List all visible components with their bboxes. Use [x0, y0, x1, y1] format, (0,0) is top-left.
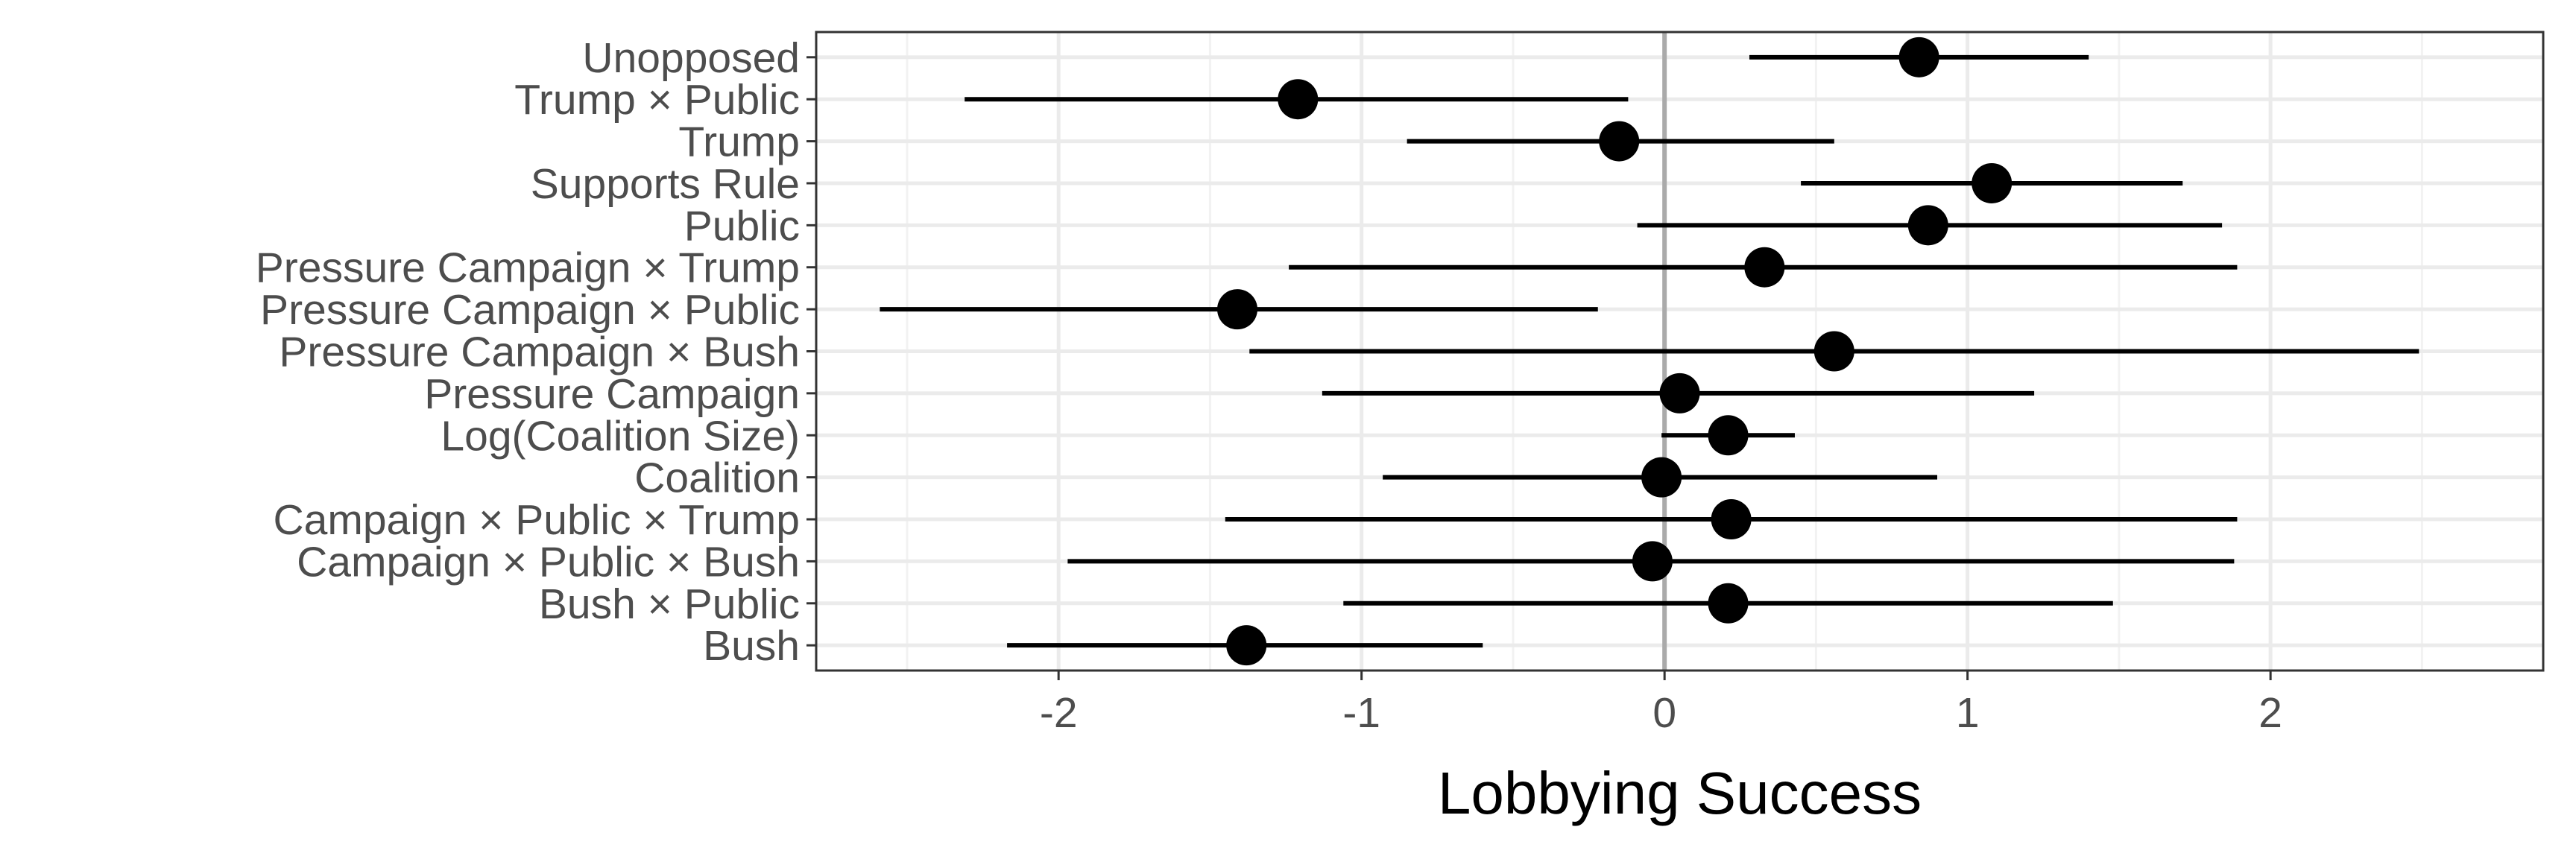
- point-estimate: [1226, 625, 1267, 666]
- y-tick-label: Bush: [703, 622, 800, 670]
- y-tick-label: Public: [684, 202, 800, 250]
- point-estimate: [1217, 289, 1258, 330]
- point-estimate: [1632, 541, 1673, 582]
- x-tick-layer: -2 -1 0 1 2: [1040, 671, 2282, 737]
- point-estimate: [1898, 37, 1939, 77]
- x-tick-label: -2: [1040, 689, 1078, 737]
- y-tick-label: Pressure Campaign: [424, 370, 800, 418]
- y-tick-label: Campaign × Public × Bush: [297, 538, 800, 586]
- y-tick-label: Pressure Campaign × Bush: [279, 329, 800, 376]
- y-tick-label: Log(Coalition Size): [441, 412, 800, 460]
- point-estimate: [1972, 162, 2012, 203]
- y-tick-label: Supports Rule: [531, 160, 800, 208]
- x-tick-label: 0: [1652, 689, 1676, 737]
- x-tick-label: -1: [1342, 689, 1380, 737]
- y-tick-label: Trump: [678, 118, 800, 166]
- point-estimate: [1708, 583, 1749, 624]
- y-tick-label: Pressure Campaign × Public: [260, 286, 800, 334]
- point-estimate: [1641, 457, 1682, 498]
- y-tick-label: Trump × Public: [514, 76, 800, 124]
- y-tick-label: Campaign × Public × Trump: [273, 496, 800, 544]
- point-estimate: [1711, 499, 1752, 540]
- y-tick-label: Bush × Public: [539, 580, 800, 628]
- point-estimate: [1744, 247, 1785, 288]
- point-estimate: [1278, 79, 1319, 120]
- y-tick-label: Coalition: [634, 454, 800, 502]
- point-estimate: [1708, 415, 1749, 456]
- point-estimate: [1907, 205, 1948, 246]
- y-tick-label: Unopposed: [582, 34, 800, 82]
- point-estimate: [1659, 373, 1700, 413]
- y-tick-label: Pressure Campaign × Trump: [256, 244, 800, 292]
- point-layer: [1217, 37, 2012, 666]
- point-estimate: [1599, 121, 1640, 162]
- x-tick-label: 2: [2258, 689, 2282, 737]
- x-tick-label: 1: [1956, 689, 1980, 737]
- x-axis-title: Lobbying Success: [1438, 760, 1922, 826]
- point-estimate: [1813, 331, 1854, 372]
